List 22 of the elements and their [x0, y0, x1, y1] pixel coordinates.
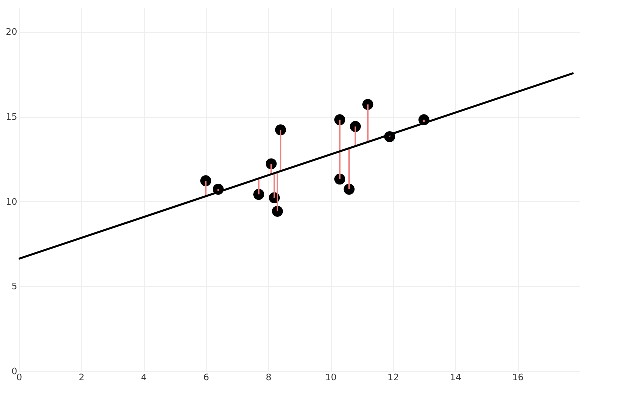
x-tick-label: 8	[266, 374, 272, 384]
y-tick-label: 5	[12, 282, 18, 293]
point	[334, 174, 346, 185]
x-tick-label: 4	[141, 374, 148, 384]
y-tick-label: 10	[6, 198, 18, 208]
point	[200, 176, 212, 186]
point	[266, 158, 277, 170]
point	[362, 99, 374, 110]
y-tick-label: 15	[6, 113, 18, 124]
point	[275, 124, 286, 136]
x-tick-label: 12	[388, 374, 400, 384]
y-tick-label: 20	[6, 28, 18, 38]
x-tick-label: 2	[78, 374, 85, 384]
point	[344, 184, 355, 195]
x-tick-label: 16	[512, 374, 524, 384]
x-tick-label: 6	[204, 374, 210, 384]
x-tick-label: 10	[325, 374, 338, 384]
x-tick-label: 14	[450, 374, 462, 384]
point	[334, 114, 346, 126]
point	[350, 121, 362, 132]
point	[254, 189, 264, 200]
point	[272, 206, 284, 218]
